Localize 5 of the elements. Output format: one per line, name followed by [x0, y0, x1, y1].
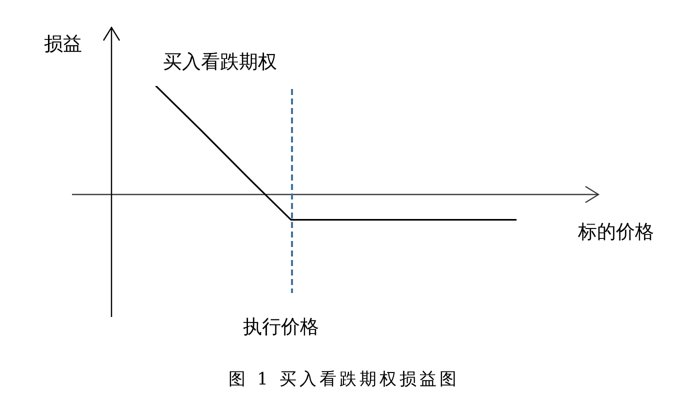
series-label: 买入看跌期权 — [163, 50, 277, 73]
text: 执行价格 — [243, 316, 319, 338]
y-axis-title: 损益 — [44, 32, 82, 55]
x-axis-title: 标的价格 — [577, 220, 654, 243]
text: 图 1 买入看跌期权损益图 — [228, 369, 460, 390]
